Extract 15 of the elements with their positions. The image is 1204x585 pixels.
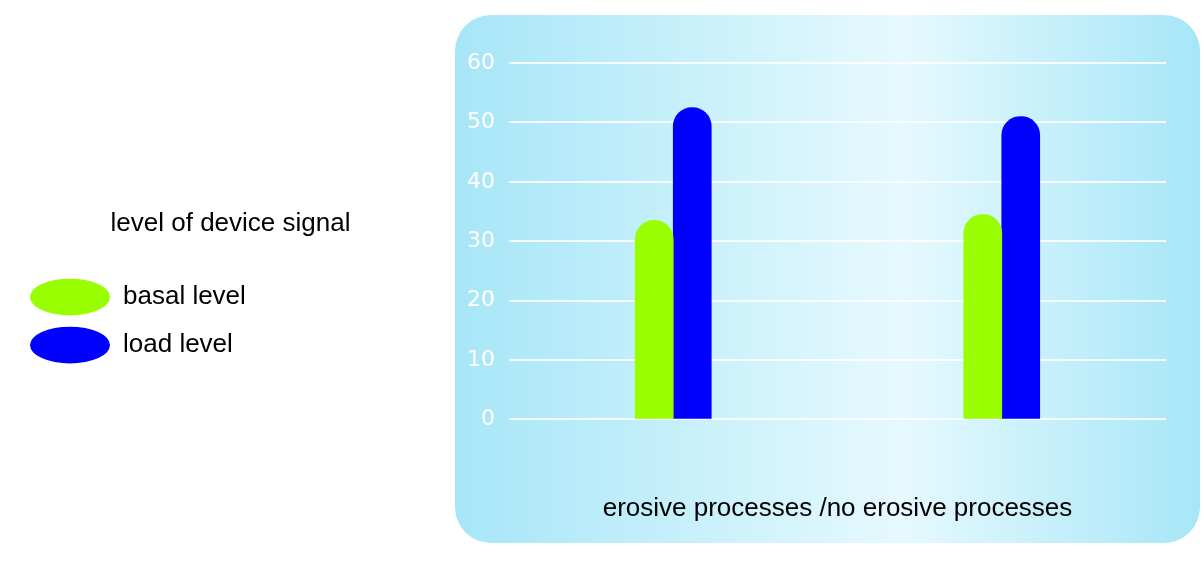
y-tick-label: 30 bbox=[466, 226, 495, 252]
y-tick-label: 40 bbox=[466, 167, 495, 193]
y-tick-label: 0 bbox=[480, 405, 495, 431]
y-tick-label: 60 bbox=[466, 48, 495, 74]
legend-label: load level bbox=[123, 328, 233, 359]
bar bbox=[672, 107, 712, 419]
legend-label: basal level bbox=[123, 280, 246, 311]
bar bbox=[1001, 116, 1041, 419]
bar bbox=[634, 220, 674, 419]
bar bbox=[963, 214, 1003, 419]
y-tick-label: 50 bbox=[466, 108, 495, 134]
x-axis-title: erosive processes /no erosive processes bbox=[602, 491, 1073, 522]
y-tick-label: 20 bbox=[466, 286, 495, 312]
y-tick-label: 10 bbox=[466, 345, 495, 371]
legend-title: level of device signal bbox=[110, 207, 351, 238]
